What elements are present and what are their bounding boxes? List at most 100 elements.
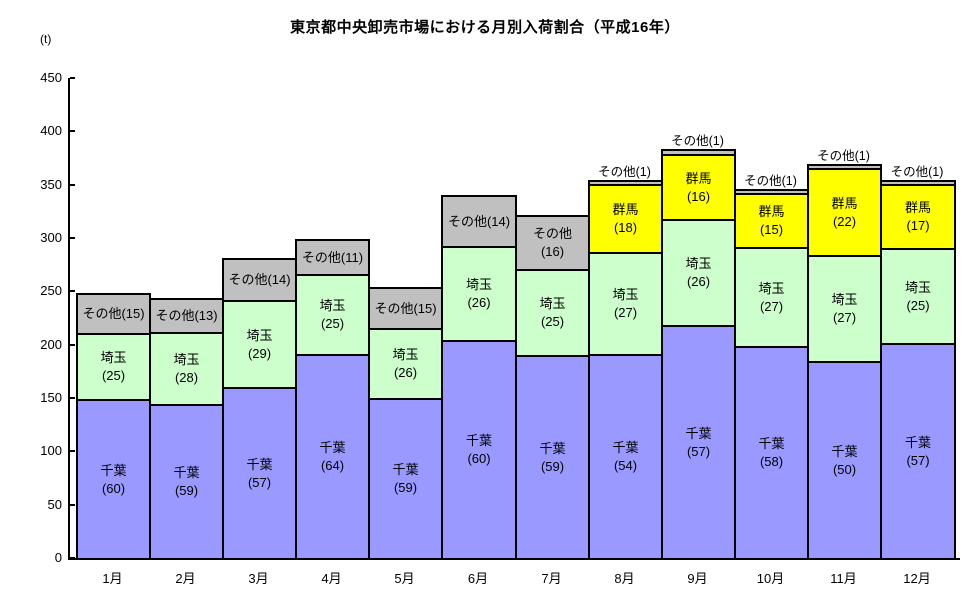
y-tick-label: 100 (40, 443, 62, 459)
y-tick-label: 150 (40, 390, 62, 405)
y-tick-label: 250 (40, 283, 62, 299)
segment-label: (28) (174, 370, 199, 385)
bar-segment-埼玉: 埼玉 (27) (807, 255, 882, 363)
segment-label: 埼玉 (100, 350, 127, 365)
bar-segment-千葉: 千葉 (60) (441, 340, 517, 560)
y-axis-tick (70, 397, 75, 399)
segment-label: (60) (101, 480, 126, 496)
y-axis-tick (70, 290, 75, 293)
segment-label: 埼玉 (831, 292, 858, 307)
x-tick-label: 11月 (830, 571, 857, 586)
segment-label: 埼玉 (685, 256, 712, 271)
segment-label: (54) (613, 458, 638, 473)
bar-segment-その他: その他(14) (441, 195, 517, 248)
segment-label: (60) (467, 451, 491, 466)
bar-segment-群馬: 群馬 (16) (661, 154, 736, 221)
bar-segment-埼玉: 埼玉 (25) (76, 333, 151, 401)
segment-label: (25) (540, 314, 565, 329)
bar-segment-千葉: 千葉 (54) (588, 354, 663, 560)
segment-label: (25) (906, 297, 930, 313)
segment-label: (26) (467, 295, 491, 310)
chart-title: 東京都中央卸売市場における月別入荷割合（平成16年） (290, 19, 680, 36)
segment-label: 群馬 (612, 202, 639, 217)
segment-label: 千葉 (612, 440, 639, 455)
y-tick-label: 0 (54, 550, 62, 565)
bar-segment-千葉: 千葉 (64) (295, 354, 370, 560)
y-axis-line (68, 78, 70, 560)
bar-segment-埼玉: 埼玉 (27) (734, 247, 809, 348)
segment-label: 千葉 (831, 443, 858, 459)
segment-label: (57) (686, 443, 711, 459)
bar-segment-その他: その他(15) (368, 287, 443, 330)
segment-label: (29) (247, 345, 272, 361)
segment-label: 埼玉 (246, 327, 273, 343)
above-bar-label: その他(1) (671, 134, 724, 148)
bar-segment-その他 (807, 164, 882, 170)
plot-area: 千葉 (60) 埼玉 (25) その他(15) 1月 千葉 (59) 埼玉 (28) その他(13)… (68, 77, 960, 586)
segment-label: (59) (393, 480, 418, 495)
segment-label: 埼玉 (319, 298, 346, 313)
segment-label: 千葉 (100, 462, 127, 478)
x-tick-label: 1月 (102, 571, 123, 586)
bar-segment-埼玉: 埼玉 (25) (880, 248, 956, 345)
segment-label: 埼玉 (758, 280, 785, 296)
y-tick-label: 400 (40, 123, 62, 139)
segment-label: (57) (247, 474, 272, 490)
bar-segment-埼玉: 埼玉 (26) (661, 219, 736, 327)
segment-label: 埼玉 (465, 277, 492, 292)
bar-segment-その他 (588, 180, 663, 186)
above-bar-label: その他(1) (598, 165, 651, 179)
bar-segment-その他: その他(13) (149, 298, 224, 334)
segment-label: (16) (686, 188, 711, 204)
segment-label: (18) (613, 220, 638, 235)
x-tick-label: 7月 (541, 571, 562, 586)
bar-segment-千葉: 千葉 (57) (222, 387, 297, 560)
bar-segment-埼玉: 埼玉 (26) (368, 328, 443, 400)
segment-label: 群馬 (758, 204, 785, 219)
bar-segment-群馬: 群馬 (18) (588, 184, 663, 254)
x-tick-label: 12月 (903, 571, 931, 586)
y-axis-tick (70, 450, 75, 453)
segment-label: (59) (540, 458, 565, 474)
x-tick-label: 3月 (248, 571, 269, 586)
bar-segment-千葉: 千葉 (59) (149, 404, 224, 560)
y-axis-tick (70, 557, 75, 559)
segment-label: (64) (320, 458, 345, 473)
y-axis-unit-label: (t) (40, 32, 52, 46)
segment-label: 千葉 (392, 462, 419, 477)
bar-segment-群馬: 群馬 (15) (734, 193, 809, 249)
x-tick-label: 2月 (175, 571, 196, 586)
segment-label: 千葉 (246, 456, 273, 472)
bar-segment-その他 (880, 180, 956, 186)
x-tick-label: 9月 (687, 571, 708, 586)
bar-segment-群馬: 群馬 (17) (880, 184, 956, 250)
segment-label: 埼玉 (173, 352, 200, 367)
bar-segment-千葉: 千葉 (59) (368, 398, 443, 560)
segment-label: 千葉 (685, 425, 712, 441)
y-axis-tick (70, 343, 75, 346)
bar-segment-千葉: 千葉 (57) (661, 325, 736, 560)
segment-label: その他(15) (374, 300, 437, 316)
segment-label: (15) (759, 222, 784, 237)
x-tick-label: 4月 (321, 571, 342, 586)
x-tick-label: 10月 (756, 571, 785, 586)
bar-segment-埼玉: 埼玉 (29) (222, 300, 297, 389)
segment-label: 埼玉 (904, 279, 931, 295)
y-axis-tick (70, 77, 75, 79)
segment-label: (58) (759, 454, 784, 469)
segment-label: (26) (393, 365, 418, 380)
bar-segment-埼玉: 埼玉 (25) (515, 269, 590, 357)
bar-segment-その他 (661, 149, 736, 156)
segment-label: (27) (759, 298, 784, 314)
segment-label: (25) (320, 316, 345, 331)
segment-label: 群馬 (831, 195, 858, 211)
bar-segment-千葉: 千葉 (59) (515, 355, 590, 560)
bar-segment-千葉: 千葉 (57) (880, 343, 956, 560)
y-tick-label: 450 (40, 70, 62, 85)
segment-label: 千葉 (319, 440, 346, 455)
y-axis-tick (70, 183, 75, 186)
segment-label: (57) (906, 452, 930, 468)
bar-segment-その他: その他(15) (76, 293, 151, 335)
segment-label: 千葉 (758, 436, 785, 451)
